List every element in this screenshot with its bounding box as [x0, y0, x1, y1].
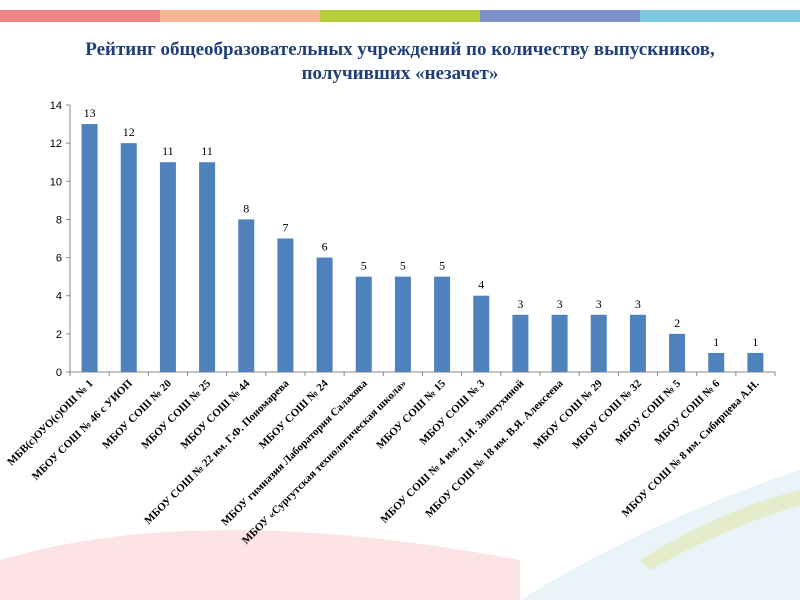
category-label: МБОУ СОШ № 6: [652, 377, 722, 447]
stripe-segment: [0, 10, 160, 22]
data-label: 12: [123, 125, 135, 139]
bar: [629, 314, 646, 372]
bar: [159, 162, 176, 372]
bar: [199, 162, 216, 372]
bar: [473, 295, 490, 372]
category-label: МБОУ СОШ № 8 им. Сибирцева А.Н.: [620, 377, 762, 519]
wave-cyan: [520, 470, 800, 600]
category-label: МБОУ СОШ № 29: [531, 377, 605, 451]
bar: [81, 124, 98, 372]
y-tick-label: 12: [50, 138, 62, 150]
bar: [120, 143, 137, 372]
data-label: 11: [201, 144, 213, 158]
bar: [434, 276, 451, 372]
bar: [669, 333, 686, 372]
category-label: МБОУ СОШ № 15: [374, 377, 448, 451]
data-label: 7: [282, 221, 288, 235]
category-label: МБОУ СОШ № 32: [570, 377, 644, 451]
stripe-segment: [480, 10, 640, 22]
data-label: 5: [400, 259, 406, 273]
y-tick-label: 0: [56, 367, 62, 379]
data-label: 11: [162, 144, 174, 158]
bar: [590, 314, 607, 372]
bar: [747, 352, 764, 372]
bar: [277, 238, 294, 372]
data-label: 3: [596, 297, 602, 311]
bar: [394, 276, 411, 372]
wave-pink: [0, 530, 520, 600]
y-tick-label: 4: [56, 291, 62, 303]
y-tick-label: 10: [50, 176, 62, 188]
data-label: 8: [243, 201, 249, 215]
chart-title: Рейтинг общеобразовательных учреждений п…: [0, 38, 800, 86]
stripe-segment: [640, 10, 800, 22]
data-label: 2: [674, 316, 680, 330]
bar: [512, 314, 529, 372]
data-label: 13: [84, 106, 96, 120]
data-label: 4: [478, 278, 484, 292]
category-label: МБОУ СОШ № 22 им. Г.Ф. Пономарева: [142, 377, 292, 527]
y-tick-label: 2: [56, 329, 62, 341]
category-label: МБОУ гимназия Лаборатория Салахова: [219, 377, 370, 528]
category-label: МБОУ СОШ № 18 им. В.Я. Алексеева: [423, 377, 566, 520]
category-label: МБОУ СОШ № 20: [100, 377, 174, 451]
data-label: 3: [517, 297, 523, 311]
wave-green: [640, 490, 800, 570]
bar: [316, 257, 333, 372]
category-label: МБОУ СОШ № 24: [257, 377, 331, 451]
y-tick-label: 14: [50, 100, 62, 112]
stripe-segment: [320, 10, 480, 22]
data-label: 1: [713, 335, 719, 349]
title-line-2: получивших «незачет»: [301, 63, 499, 84]
data-label: 5: [439, 259, 445, 273]
data-label: 3: [557, 297, 563, 311]
category-label: МБОУ СОШ № 4 им. Л.И. Золотухиной: [378, 377, 527, 526]
category-label: МБОУ СОШ № 44: [178, 377, 252, 451]
y-tick-label: 8: [56, 214, 62, 226]
data-label: 1: [752, 335, 758, 349]
category-label: МБОУ СОШ № 3: [417, 377, 487, 447]
data-label: 3: [635, 297, 641, 311]
data-label: 5: [361, 259, 367, 273]
stripe-segment: [160, 10, 320, 22]
title-line-1: Рейтинг общеобразовательных учреждений п…: [85, 39, 715, 60]
category-label: МБОУ СОШ № 25: [139, 377, 213, 451]
bar: [708, 352, 725, 372]
bar: [238, 219, 255, 372]
bar: [355, 276, 372, 372]
bar: [551, 314, 568, 372]
data-label: 6: [322, 240, 328, 254]
category-label: МБОУ СОШ № 5: [613, 377, 683, 447]
y-tick-label: 6: [56, 253, 62, 265]
